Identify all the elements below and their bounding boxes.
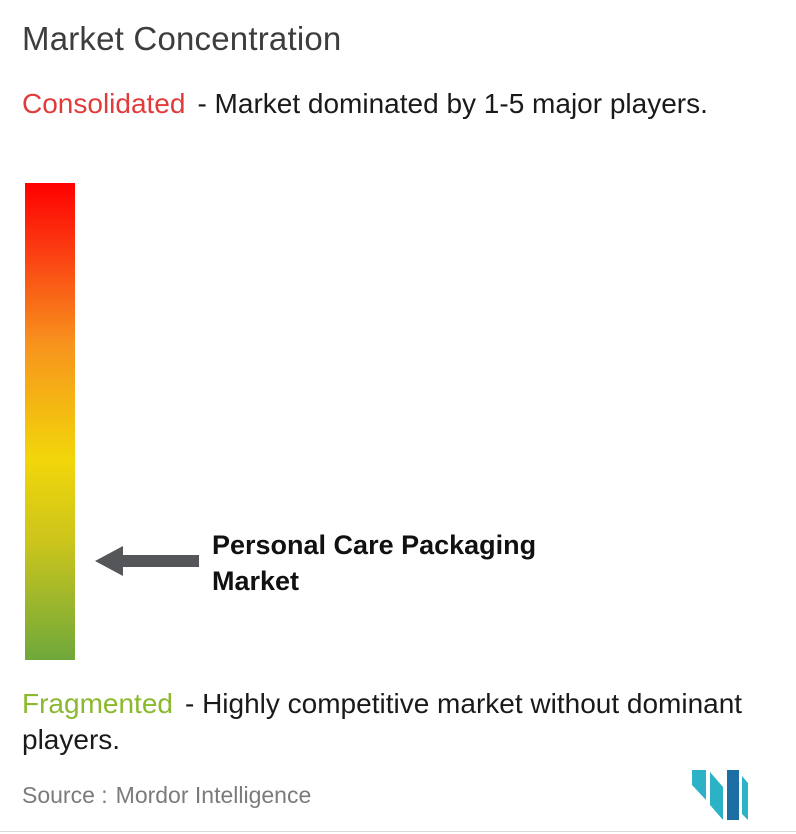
consolidated-description: Consolidated - Market dominated by 1-5 ma… xyxy=(22,86,708,122)
source-name: Mordor Intelligence xyxy=(115,782,312,808)
source-attribution: Source : Mordor Intelligence xyxy=(22,782,311,809)
fragmented-description: Fragmented - Highly competitive market wi… xyxy=(22,686,782,758)
market-annotation-label: Personal Care Packaging Market xyxy=(212,530,537,596)
concentration-gradient-bar xyxy=(25,183,75,660)
fragmented-label: Fragmented xyxy=(22,688,173,719)
consolidated-text: - Market dominated by 1-5 major players. xyxy=(197,88,708,119)
source-label: Source : xyxy=(22,782,108,808)
page-title: Market Concentration xyxy=(22,20,342,57)
fragmented-text: - Highly competitive market without domi… xyxy=(22,688,743,755)
bottom-divider xyxy=(0,831,796,832)
left-arrow-icon xyxy=(95,546,199,576)
consolidated-label: Consolidated xyxy=(22,88,186,119)
mordor-intelligence-logo xyxy=(692,770,748,820)
